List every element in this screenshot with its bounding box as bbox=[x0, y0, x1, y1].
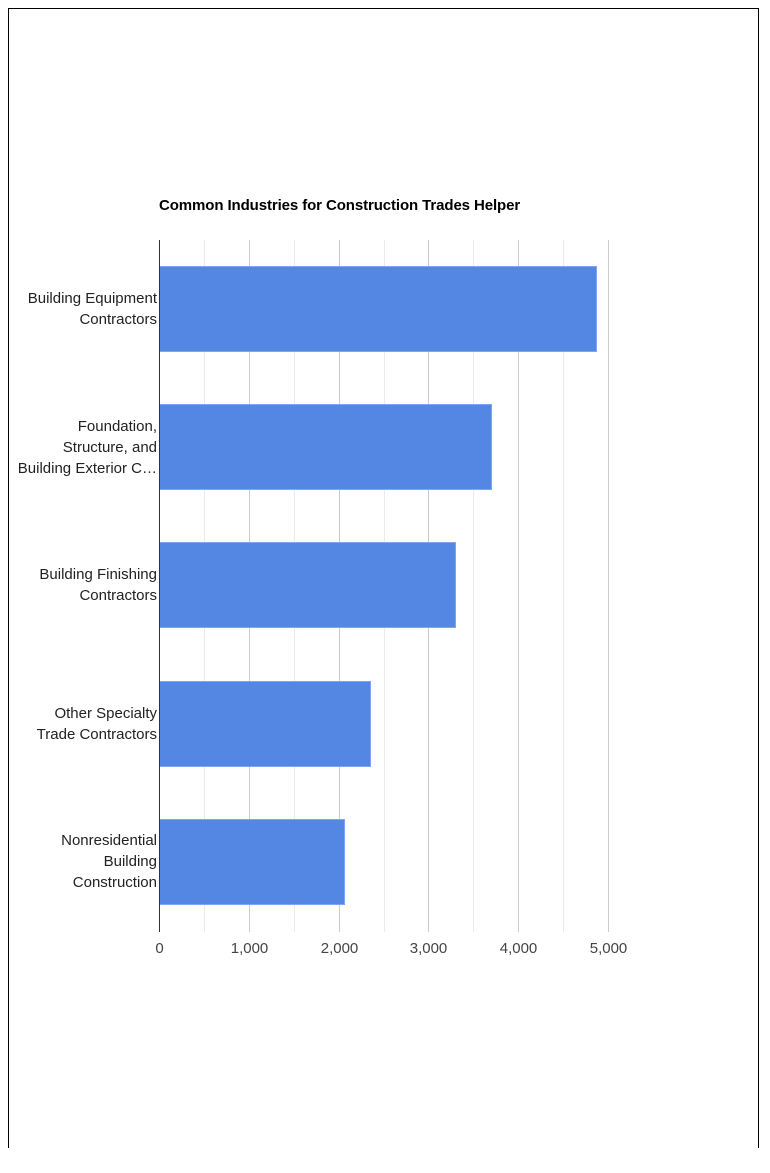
bar[interactable] bbox=[159, 266, 597, 352]
bar[interactable] bbox=[159, 404, 492, 490]
category-label: Nonresidential Building Construction bbox=[7, 830, 157, 893]
bar[interactable] bbox=[159, 819, 345, 905]
category-label: Building Finishing Contractors bbox=[7, 564, 157, 606]
category-label-line: Building Equipment bbox=[27, 290, 157, 307]
major-gridline bbox=[518, 240, 519, 932]
plot-area bbox=[159, 240, 619, 932]
x-tick-label: 1,000 bbox=[230, 940, 269, 957]
category-label-line: Foundation, bbox=[77, 418, 157, 435]
category-label: Foundation, Structure, and Building Exteri… bbox=[7, 416, 157, 479]
category-label-line: Nonresidential bbox=[61, 832, 157, 849]
x-tick-label: 5,000 bbox=[589, 940, 628, 957]
chart-frame bbox=[8, 8, 759, 1148]
category-label: Building Equipment Contractors bbox=[7, 288, 157, 330]
bar[interactable] bbox=[159, 542, 456, 628]
major-gridline bbox=[608, 240, 609, 932]
x-tick-label: 3,000 bbox=[409, 940, 448, 957]
y-axis-line bbox=[159, 240, 160, 932]
category-label: Other Specialty Trade Contractors bbox=[7, 703, 157, 745]
category-label-line: Structure, and bbox=[62, 439, 157, 456]
category-label-line: Contractors bbox=[79, 311, 157, 328]
minor-gridline bbox=[473, 240, 474, 932]
chart-title: Common Industries for Construction Trade… bbox=[159, 197, 521, 214]
category-label-line: Building bbox=[103, 853, 157, 870]
category-label-line: Building Exterior C… bbox=[17, 460, 157, 477]
category-label-line: Other Specialty bbox=[54, 705, 157, 722]
category-label-line: Building Finishing bbox=[39, 566, 157, 583]
category-label-line: Contractors bbox=[79, 587, 157, 604]
x-tick-label: 4,000 bbox=[499, 940, 538, 957]
category-label-line: Trade Contractors bbox=[36, 726, 157, 743]
category-label-line: Construction bbox=[72, 874, 157, 891]
minor-gridline bbox=[563, 240, 564, 932]
bar[interactable] bbox=[159, 681, 371, 767]
x-tick-label: 2,000 bbox=[320, 940, 359, 957]
x-tick-label: 0 bbox=[155, 940, 164, 957]
